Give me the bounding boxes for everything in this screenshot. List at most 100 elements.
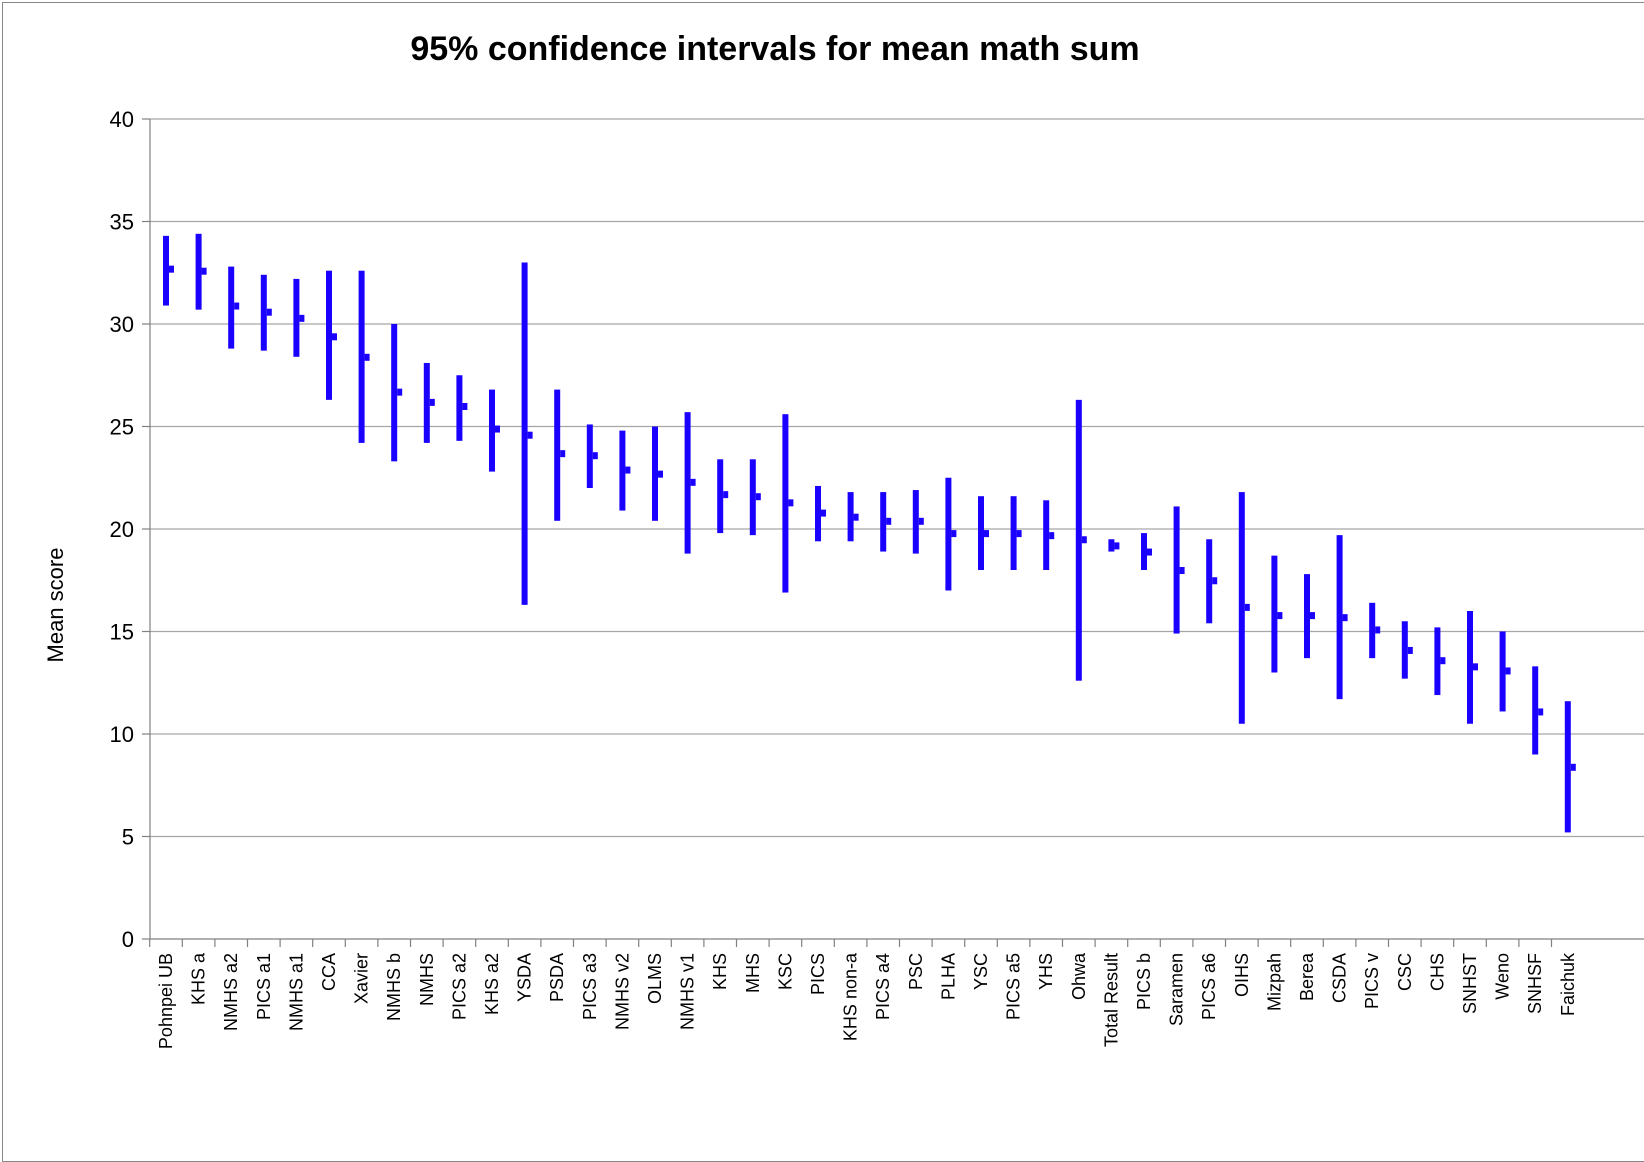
ci-bar-khs-non-a	[847, 492, 854, 542]
ci-bar-mizpah	[1271, 555, 1278, 673]
x-tick-label-khs-a2: KHS a2	[482, 953, 502, 1015]
ci-bar-nmhs-a1	[293, 278, 300, 357]
ci-bar-csda	[1336, 535, 1343, 700]
mean-marker-pics-a2	[462, 403, 468, 410]
mean-marker-khs-non-a	[853, 513, 859, 521]
x-tick-label-chs: CHS	[1427, 953, 1447, 991]
mean-marker-khs-a	[201, 267, 207, 275]
ci-bar-nmhs-v2	[619, 430, 626, 511]
ci-bar-pics-a3	[586, 424, 593, 488]
x-tick-label-nmhs: NMHS	[417, 953, 437, 1006]
x-tick-label-khs-a: KHS a	[189, 952, 209, 1005]
mean-marker-berea	[1310, 612, 1315, 620]
mean-marker-snhsf	[1538, 708, 1544, 716]
mean-marker-mhs	[755, 493, 761, 501]
x-tick-label-mizpah: Mizpah	[1264, 953, 1284, 1011]
mean-marker-khs-a2	[495, 425, 500, 433]
ci-bar-oihs	[1238, 492, 1245, 724]
x-tick-label-snhst: SNHST	[1460, 953, 1480, 1014]
x-tick-label-faichuk: Faichuk	[1558, 952, 1578, 1016]
ci-bar-yhs	[1043, 500, 1050, 570]
x-tick-label-plha: PLHA	[938, 953, 958, 1000]
x-tick-label-snhsf: SNHSF	[1525, 953, 1545, 1014]
mean-marker-total-result	[1114, 542, 1120, 550]
mean-marker-nmhs-v2	[625, 466, 631, 474]
x-tick-label-ksc: KSC	[775, 953, 795, 990]
ci-bar-khs	[717, 459, 724, 534]
x-tick-label-ysc: YSC	[971, 953, 991, 990]
ci-bar-pics-a1	[260, 274, 267, 351]
mean-marker-pics-a1	[266, 308, 272, 316]
chart-title: 95% confidence intervals for mean math s…	[410, 30, 1140, 68]
x-tick-label-pics: PICS	[808, 953, 828, 995]
ci-bar-plha	[945, 477, 952, 591]
ci-bar-mhs	[749, 459, 756, 536]
mean-marker-pics-a5	[1016, 530, 1022, 538]
ci-bar-weno	[1499, 631, 1506, 712]
mean-marker-pics-a3	[592, 452, 598, 460]
x-tick-label-ohwa: Ohwa	[1069, 952, 1089, 1000]
y-tick-label-20: 20	[110, 517, 134, 542]
ci-bar-faichuk	[1564, 701, 1571, 833]
x-tick-label-nmhs-b: NMHS b	[384, 953, 404, 1021]
mean-marker-ysc	[984, 530, 989, 538]
mean-marker-nmhs-v1	[690, 478, 696, 486]
y-tick-label-10: 10	[110, 722, 134, 747]
ci-bar-ysc	[978, 496, 984, 570]
ci-bar-khs-a2	[489, 389, 495, 472]
ci-bar-total-result	[1108, 539, 1115, 552]
y-tick-label-0: 0	[122, 927, 134, 952]
mean-marker-csda	[1342, 614, 1348, 622]
x-tick-label-psda: PSDA	[547, 953, 567, 1002]
mean-marker-cca	[332, 333, 337, 341]
ci-bar-olms	[652, 426, 658, 521]
x-tick-label-xavier: Xavier	[352, 953, 372, 1004]
x-tick-label-pics-a5: PICS a5	[1004, 953, 1024, 1020]
ci-bar-pics-v	[1369, 602, 1376, 659]
ci-bar-pics-a2	[456, 375, 463, 441]
ci-bar-nmhs	[423, 362, 430, 443]
mean-marker-psda	[560, 450, 566, 458]
mean-marker-psc	[918, 517, 924, 525]
mean-marker-yhs	[1049, 532, 1055, 540]
y-tick-label-35: 35	[110, 210, 134, 235]
ci-bar-ksc	[782, 414, 789, 593]
x-tick-label-pics-b: PICS b	[1134, 953, 1154, 1010]
y-tick-label-25: 25	[110, 415, 134, 440]
x-tick-label-csda: CSDA	[1330, 953, 1350, 1003]
ci-bar-ysda	[521, 262, 528, 605]
x-tick-label-weno: Weno	[1493, 953, 1513, 1000]
x-tick-label-nmhs-a2: NMHS a2	[221, 953, 241, 1031]
x-tick-label-olms: OLMS	[645, 953, 665, 1004]
mean-marker-nmhs-a1	[299, 314, 305, 322]
mean-marker-pohnpei-ub	[169, 265, 174, 273]
y-tick-label-5: 5	[122, 825, 134, 850]
x-tick-label-oihs: OIHS	[1232, 953, 1252, 997]
mean-marker-snhst	[1473, 663, 1478, 671]
x-tick-label-ysda: YSDA	[515, 953, 535, 1002]
ci-bar-pics-a6	[1206, 539, 1213, 624]
y-tick-label-40: 40	[110, 107, 134, 132]
x-tick-label-yhs: YHS	[1036, 953, 1056, 990]
x-tick-label-saramen: Saramen	[1167, 953, 1187, 1026]
x-tick-label-nmhs-a1: NMHS a1	[286, 953, 306, 1031]
mean-marker-ysda	[527, 431, 533, 439]
ci-bar-nmhs-b	[391, 324, 398, 462]
mean-marker-pics-a4	[886, 517, 892, 525]
x-tick-label-berea: Berea	[1297, 952, 1317, 1001]
ci-bar-csc	[1401, 621, 1408, 679]
y-tick-label-15: 15	[110, 620, 134, 645]
mean-marker-faichuk	[1570, 763, 1576, 771]
mean-marker-ksc	[788, 499, 794, 507]
ci-bar-cca	[326, 270, 332, 400]
x-tick-label-khs: KHS	[710, 953, 730, 990]
ci-bar-pics	[815, 485, 821, 542]
ci-bar-snhsf	[1532, 666, 1539, 755]
ci-bar-saramen	[1173, 506, 1180, 634]
x-tick-label-pics-a2: PICS a2	[449, 953, 469, 1020]
x-tick-label-total-result: Total Result	[1101, 953, 1121, 1047]
mean-marker-xavier	[364, 353, 370, 361]
x-tick-label-pics-a6: PICS a6	[1199, 953, 1219, 1020]
